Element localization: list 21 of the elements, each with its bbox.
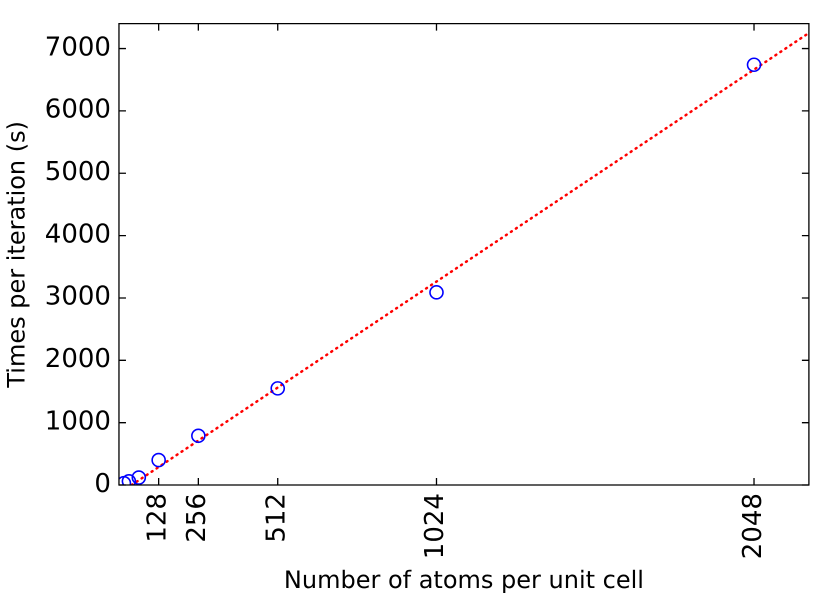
y-tick-label: 2000 — [44, 344, 111, 374]
x-tick-label: 128 — [142, 493, 172, 543]
y-tick-label: 1000 — [44, 406, 111, 436]
y-tick-label: 3000 — [44, 282, 111, 312]
y-tick-label: 4000 — [44, 219, 111, 250]
y-tick-label: 5000 — [44, 157, 111, 188]
x-tick-label: 2048 — [738, 493, 768, 560]
point — [132, 470, 146, 485]
point — [746, 57, 762, 72]
x-axis-title: Number of atoms per unit cell — [284, 566, 644, 594]
point — [270, 381, 286, 396]
x-tick-label: 1024 — [420, 493, 450, 560]
point — [429, 285, 444, 300]
x-tick-label: 256 — [182, 493, 212, 543]
y-tick-label: 0 — [94, 468, 111, 499]
y-axis-title: Times per iteration (s) — [2, 121, 31, 389]
x-tick-label: 512 — [261, 493, 292, 543]
y-tick-label: 7000 — [44, 32, 111, 62]
point — [191, 428, 206, 444]
y-tick-label: 6000 — [44, 94, 111, 125]
point — [151, 452, 166, 468]
